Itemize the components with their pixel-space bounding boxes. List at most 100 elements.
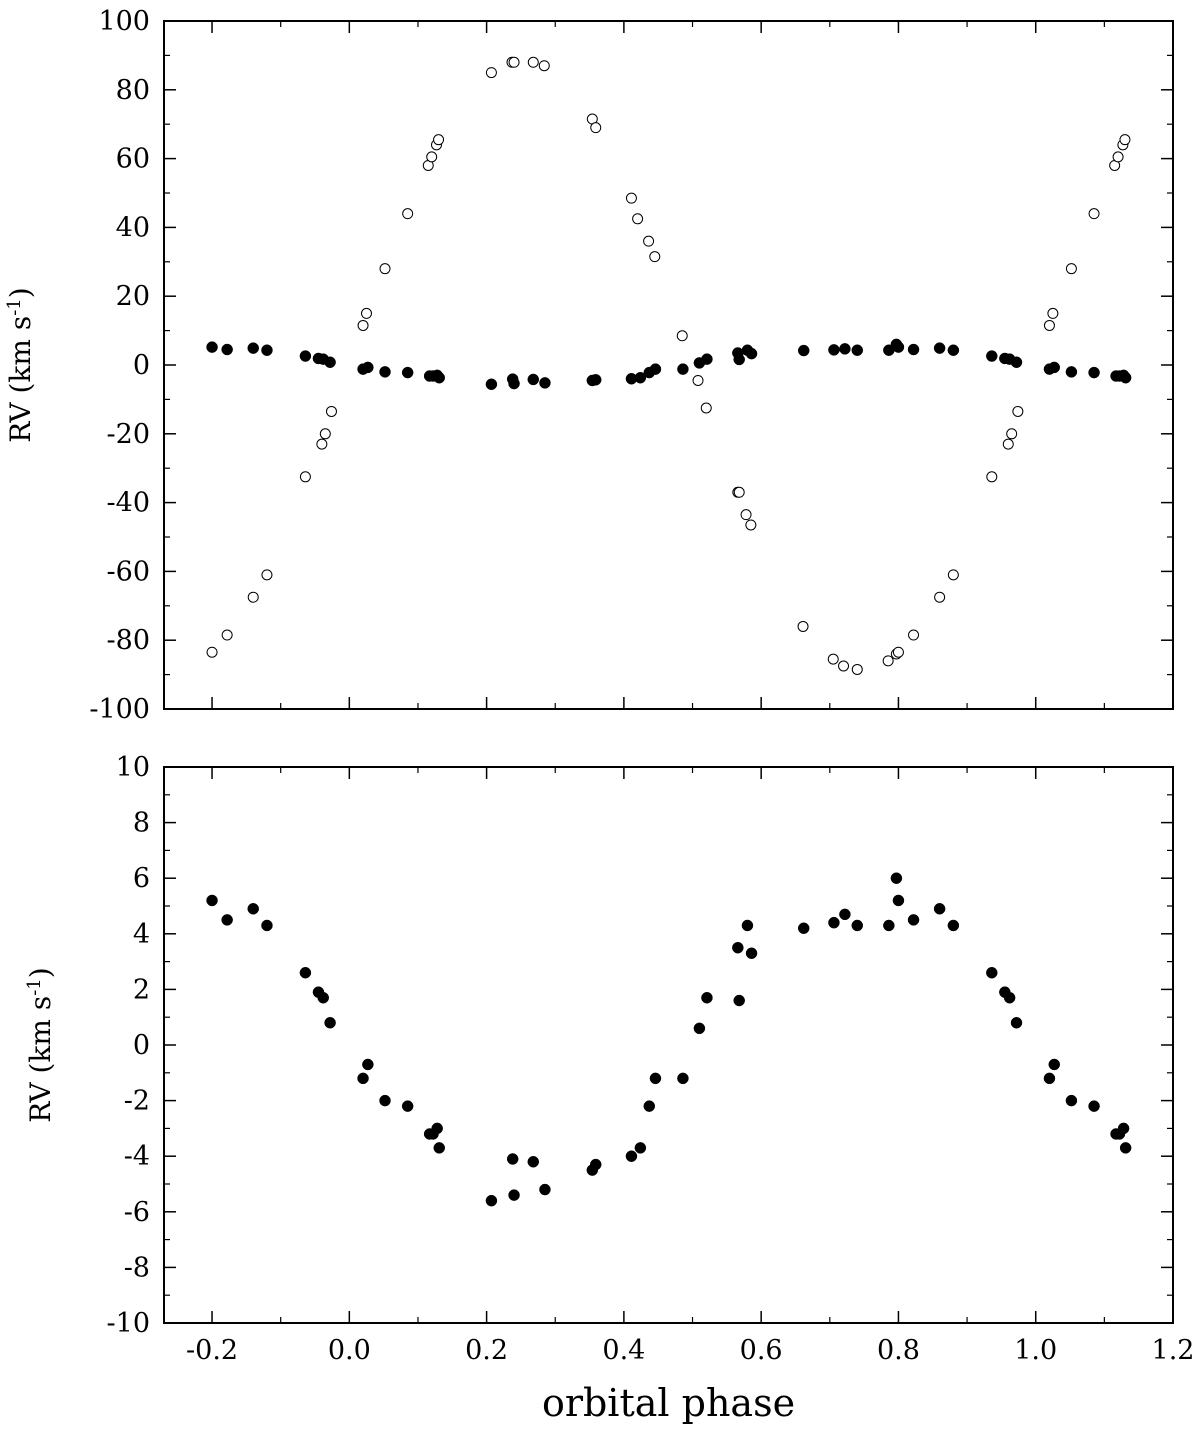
data-point-filled bbox=[839, 343, 851, 355]
data-point-filled bbox=[745, 347, 758, 360]
data-point-open bbox=[740, 509, 752, 521]
y-tick-label: 10 bbox=[116, 752, 150, 783]
data-point-filled bbox=[634, 1142, 647, 1154]
bottom-rv-panel: -10 -8 -6 -4 -2 0 2 4 6 8 10 -0.2 0.0 0.2 0.4 0.6 0.8 1.0… bbox=[24, 752, 1195, 1425]
data-point-filled bbox=[485, 378, 498, 391]
x-tick-label: 0.6 bbox=[740, 1335, 783, 1366]
data-point-filled bbox=[1117, 1122, 1130, 1135]
data-point-filled bbox=[693, 1022, 706, 1035]
data-point-filled bbox=[649, 1072, 662, 1085]
x-tick-label: -0.2 bbox=[186, 1335, 238, 1366]
x-tick-label: 0.0 bbox=[328, 1335, 371, 1366]
data-point-filled bbox=[261, 344, 273, 356]
data-point-filled bbox=[649, 363, 662, 375]
data-point-filled bbox=[741, 919, 754, 932]
data-point-open bbox=[357, 319, 369, 331]
y-axis-label-main: RV (km s bbox=[4, 316, 37, 443]
data-point-open bbox=[908, 629, 920, 641]
data-point-filled bbox=[797, 922, 810, 934]
y-tick-label: 0 bbox=[133, 350, 150, 381]
y-tick-label: -10 bbox=[107, 1308, 150, 1339]
data-point-open bbox=[986, 471, 998, 483]
data-point-filled bbox=[508, 1189, 520, 1201]
data-point-filled bbox=[324, 1017, 336, 1029]
data-point-filled bbox=[1119, 1142, 1132, 1154]
y-tick-label: -20 bbox=[107, 419, 150, 450]
data-point-filled bbox=[206, 894, 218, 907]
data-point-filled bbox=[299, 966, 312, 979]
data-point-filled bbox=[362, 361, 374, 374]
data-point-open bbox=[261, 569, 273, 581]
y-tick-label: 40 bbox=[116, 212, 150, 243]
data-point-filled bbox=[401, 1100, 414, 1112]
data-point-open bbox=[632, 213, 644, 225]
data-point-open bbox=[1065, 263, 1077, 275]
data-point-filled bbox=[828, 344, 840, 356]
data-point-filled bbox=[508, 377, 520, 390]
y-tick-label: 2 bbox=[133, 974, 150, 1005]
data-point-filled bbox=[733, 353, 745, 366]
plot-frame bbox=[163, 766, 1174, 1324]
data-point-filled bbox=[892, 341, 905, 353]
y-tick-label: 0 bbox=[133, 1030, 150, 1061]
top-rv-panel: -100 -80 -60 -40 -20 0 20 40 60 80 100 RV (km s-1) bbox=[4, 6, 1174, 725]
data-point-open bbox=[700, 402, 712, 414]
y-axis-label-sup: -1 bbox=[24, 978, 45, 996]
data-point-open bbox=[692, 374, 704, 386]
data-point-open bbox=[625, 192, 637, 204]
data-point-filled bbox=[883, 919, 895, 932]
data-point-open bbox=[299, 471, 311, 483]
y-tick-label: 20 bbox=[116, 281, 150, 312]
data-point-filled bbox=[433, 1142, 445, 1154]
data-point-open bbox=[643, 235, 655, 247]
data-point-filled bbox=[221, 343, 233, 356]
data-point-filled bbox=[907, 343, 920, 356]
data-point-filled bbox=[1010, 356, 1023, 368]
data-point-filled bbox=[433, 371, 445, 384]
data-point-open bbox=[206, 646, 218, 658]
data-point-filled bbox=[431, 1122, 443, 1135]
data-point-open bbox=[402, 208, 414, 220]
data-point-filled bbox=[732, 941, 744, 954]
data-point-open bbox=[319, 428, 331, 440]
x-tick-label: 0.8 bbox=[877, 1335, 920, 1366]
data-point-open bbox=[676, 330, 688, 342]
data-point-open bbox=[485, 67, 497, 79]
data-point-open bbox=[325, 405, 337, 417]
data-point-filled bbox=[839, 908, 851, 921]
data-point-filled bbox=[261, 919, 273, 932]
data-point-filled bbox=[1003, 991, 1016, 1004]
data-point-filled bbox=[745, 947, 758, 960]
data-point-filled bbox=[1048, 1058, 1061, 1071]
data-point-filled bbox=[828, 916, 840, 929]
y-axis-label-main: RV (km s bbox=[24, 996, 57, 1123]
data-point-filled bbox=[247, 903, 259, 915]
x-axis-label: orbital phase bbox=[542, 1381, 795, 1425]
data-point-filled bbox=[317, 991, 329, 1004]
y-tick-label: 4 bbox=[133, 919, 150, 950]
data-point-filled bbox=[701, 991, 713, 1004]
data-point-filled bbox=[625, 1150, 638, 1162]
data-point-filled bbox=[1065, 1094, 1078, 1107]
data-point-filled bbox=[527, 1156, 540, 1168]
data-point-filled bbox=[506, 1153, 519, 1165]
data-point-filled bbox=[933, 903, 946, 915]
data-point-open bbox=[947, 569, 959, 581]
data-point-filled bbox=[1088, 366, 1100, 379]
data-point-filled bbox=[221, 914, 233, 926]
data-point-filled bbox=[933, 342, 946, 354]
data-point-open bbox=[934, 591, 946, 603]
data-point-filled bbox=[797, 344, 810, 357]
data-point-filled bbox=[890, 872, 903, 884]
y-tick-label: 6 bbox=[133, 863, 150, 894]
data-point-filled bbox=[947, 919, 960, 932]
data-point-filled bbox=[986, 350, 998, 362]
data-point-filled bbox=[324, 356, 336, 368]
data-point-filled bbox=[1065, 366, 1078, 378]
data-point-filled bbox=[643, 1100, 656, 1112]
data-point-filled bbox=[733, 994, 745, 1007]
data-point-open bbox=[508, 56, 520, 68]
x-tick-label: 0.2 bbox=[465, 1335, 508, 1366]
data-point-filled bbox=[677, 363, 689, 375]
x-tick-label: 0.4 bbox=[602, 1335, 645, 1366]
